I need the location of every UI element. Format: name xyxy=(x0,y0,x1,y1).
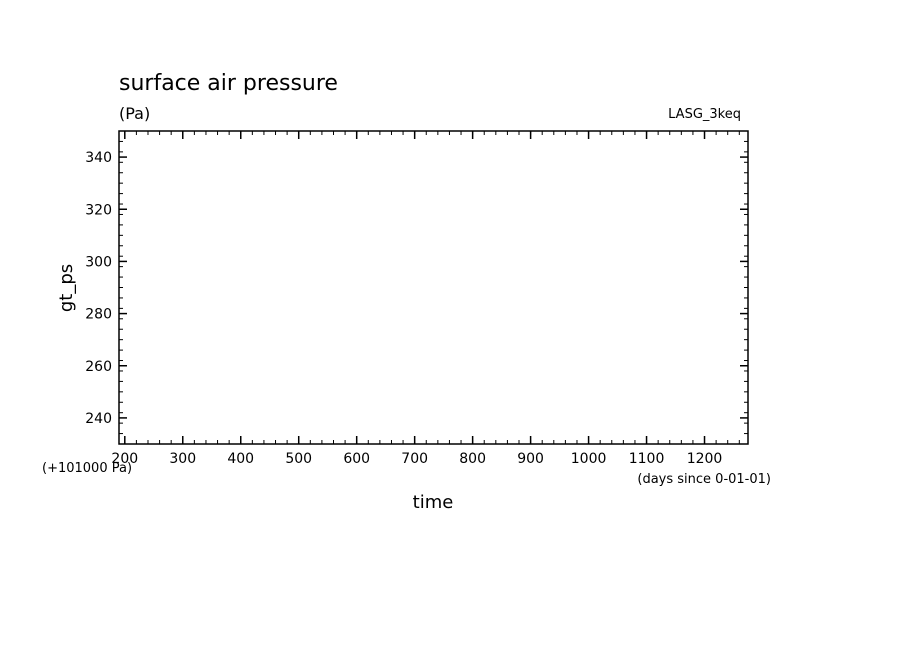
experiment-label: LASG_3keq xyxy=(668,107,741,122)
y-axis-tick-labels: 240 260 280 300 320 340 xyxy=(85,150,112,427)
x-tick-label: 400 xyxy=(227,451,254,467)
chart-title: surface air pressure xyxy=(119,71,338,96)
x-tick-label: 600 xyxy=(343,451,370,467)
y-tick-label: 260 xyxy=(85,359,112,375)
x-units-label: (days since 0-01-01) xyxy=(637,472,771,487)
x-tick-label: 1200 xyxy=(687,451,723,467)
x-tick-label: 1000 xyxy=(571,451,607,467)
y-tick-label: 300 xyxy=(85,254,112,270)
x-tick-label: 300 xyxy=(169,451,196,467)
y-tick-label: 320 xyxy=(85,202,112,218)
x-tick-label: 500 xyxy=(285,451,312,467)
x-tick-label: 1100 xyxy=(629,451,665,467)
y-tick-label: 340 xyxy=(85,150,112,166)
chart-units: (Pa) xyxy=(119,104,150,123)
y-tick-label: 240 xyxy=(85,411,112,427)
x-tick-label: 200 xyxy=(111,451,138,467)
x-axis-title: time xyxy=(413,492,454,513)
x-tick-label: 900 xyxy=(517,451,544,467)
y-axis-ticks xyxy=(119,130,748,445)
x-tick-label: 800 xyxy=(459,451,486,467)
x-axis-tick-labels: 200 300 400 500 600 700 800 900 1000 1100 1200 xyxy=(111,451,722,467)
y-tick-label: 280 xyxy=(85,307,112,323)
x-tick-label: 700 xyxy=(401,451,428,467)
x-axis-ticks xyxy=(124,131,740,444)
y-axis-title: gt_ps xyxy=(56,264,77,312)
y-offset-label: (+101000 Pa) xyxy=(42,461,132,476)
